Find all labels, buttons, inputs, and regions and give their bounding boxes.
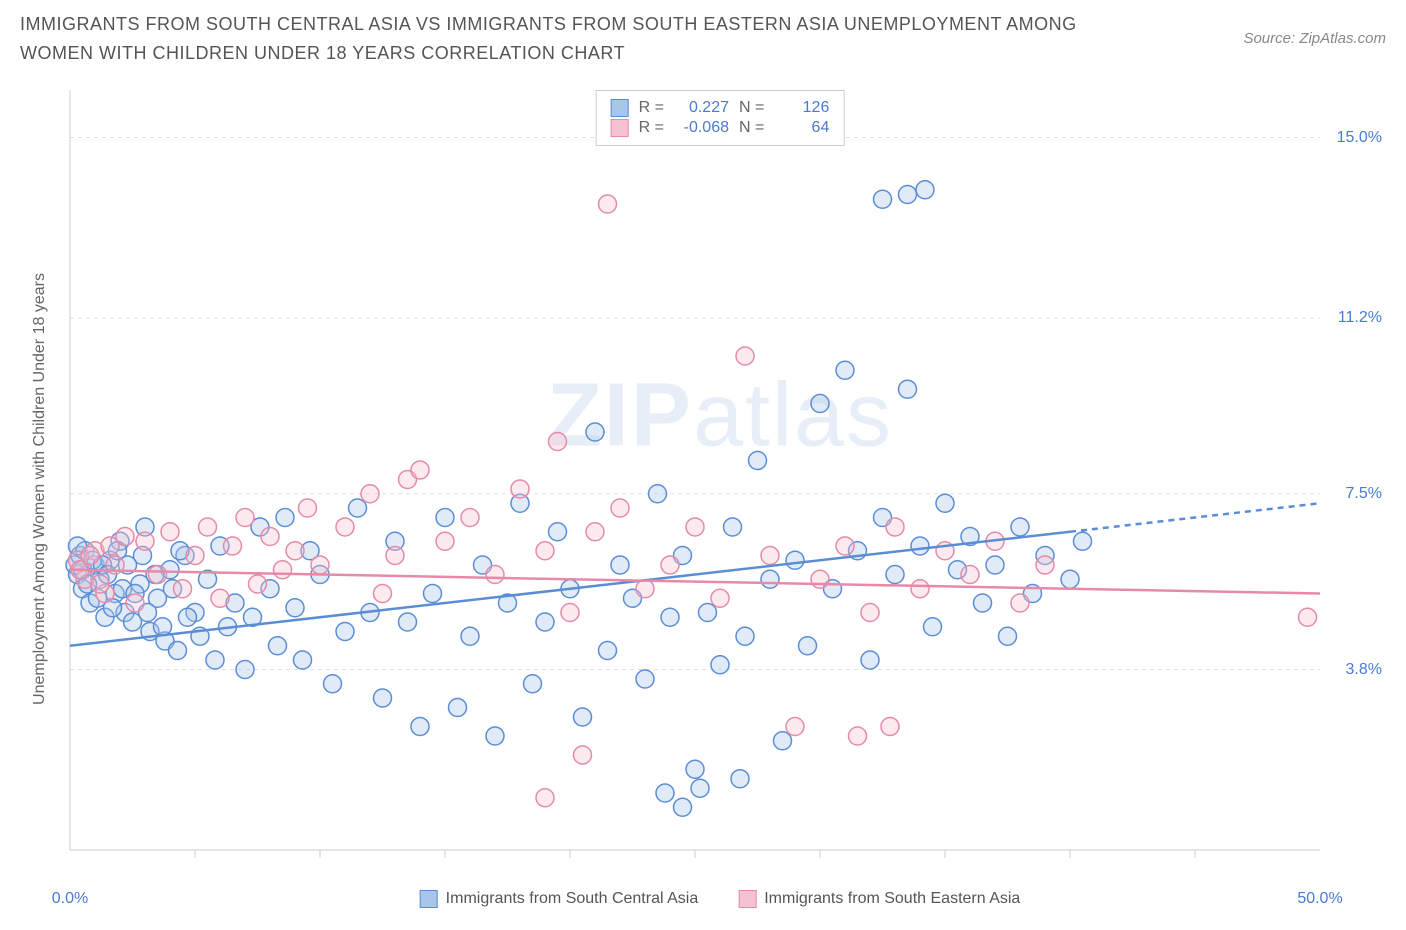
stats-n-value-b: 64 xyxy=(774,119,829,137)
legend-swatch-b xyxy=(611,119,629,137)
stats-r-value-b: -0.068 xyxy=(674,119,729,137)
x-tick-label: 50.0% xyxy=(1297,890,1342,908)
y-tick-label: 7.5% xyxy=(1346,485,1382,503)
x-tick-label: 0.0% xyxy=(52,890,88,908)
stats-row-series-a: R = 0.227 N = 126 xyxy=(611,99,830,117)
source-attribution: Source: ZipAtlas.com xyxy=(1243,10,1386,47)
stats-n-label: N = xyxy=(739,99,764,117)
legend-item-b: Immigrants from South Eastern Asia xyxy=(738,890,1020,908)
chart-title: IMMIGRANTS FROM SOUTH CENTRAL ASIA VS IM… xyxy=(20,10,1120,68)
header-row: IMMIGRANTS FROM SOUTH CENTRAL ASIA VS IM… xyxy=(0,0,1406,68)
chart-area: Unemployment Among Women with Children U… xyxy=(50,80,1390,880)
stats-box: R = 0.227 N = 126 R = -0.068 N = 64 xyxy=(596,90,845,146)
legend-label-b: Immigrants from South Eastern Asia xyxy=(764,890,1020,908)
legend-label-a: Immigrants from South Central Asia xyxy=(446,890,699,908)
stats-row-series-b: R = -0.068 N = 64 xyxy=(611,119,830,137)
y-tick-label: 15.0% xyxy=(1337,129,1382,147)
stats-n-value-a: 126 xyxy=(774,99,829,117)
legend-swatch-a xyxy=(611,99,629,117)
y-axis-label: Unemployment Among Women with Children U… xyxy=(31,273,49,705)
legend-swatch-a-icon xyxy=(420,890,438,908)
legend-item-a: Immigrants from South Central Asia xyxy=(420,890,699,908)
bottom-legend: Immigrants from South Central Asia Immig… xyxy=(420,890,1021,908)
stats-r-value-a: 0.227 xyxy=(674,99,729,117)
stats-r-label: R = xyxy=(639,99,664,117)
stats-r-label: R = xyxy=(639,119,664,137)
legend-swatch-b-icon xyxy=(738,890,756,908)
y-tick-label: 3.8% xyxy=(1346,661,1382,679)
y-tick-label: 11.2% xyxy=(1338,309,1382,327)
stats-n-label: N = xyxy=(739,119,764,137)
scatter-chart xyxy=(50,80,1390,880)
